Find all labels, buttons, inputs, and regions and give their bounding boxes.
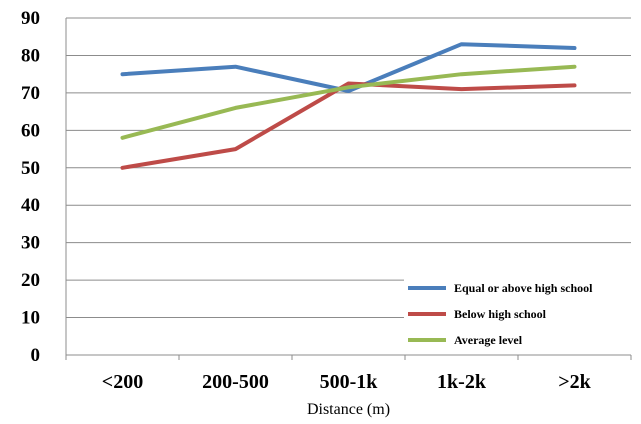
y-tick-labels: 0 10 20 30 40 50 60 70 80 90 (21, 8, 40, 366)
y-tick-label: 70 (21, 83, 40, 104)
y-tick-label: 20 (21, 270, 40, 291)
series-line (120, 64, 577, 140)
x-tick-label: 500-1k (320, 371, 379, 393)
x-tick-label: <200 (102, 371, 143, 393)
x-tick-label: 200-500 (202, 371, 269, 393)
series-line (120, 81, 577, 170)
x-tick-label: >2k (558, 371, 591, 393)
legend-label: Average level (454, 333, 523, 347)
y-tick-label: 10 (21, 308, 40, 329)
legend-label: Equal or above high school (454, 281, 593, 295)
series-line (120, 42, 577, 93)
y-tick-label: 90 (21, 8, 40, 29)
legend-label: Below high school (454, 307, 547, 321)
legend: Equal or above high school Below high sch… (408, 281, 593, 347)
x-tick-label: 1k-2k (437, 371, 487, 393)
x-tick-labels: <200 200-500 500-1k 1k-2k >2k (102, 371, 592, 393)
y-tick-label: 60 (21, 120, 40, 141)
gridlines (66, 17, 631, 319)
axes (65, 18, 632, 360)
y-tick-label: 50 (21, 158, 40, 179)
y-tick-label: 80 (21, 45, 40, 66)
y-tick-label: 40 (21, 195, 40, 216)
x-axis-label: Distance (m) (307, 401, 390, 418)
y-tick-label: 30 (21, 233, 40, 254)
series-lines (120, 42, 577, 170)
y-tick-label: 0 (31, 345, 41, 366)
